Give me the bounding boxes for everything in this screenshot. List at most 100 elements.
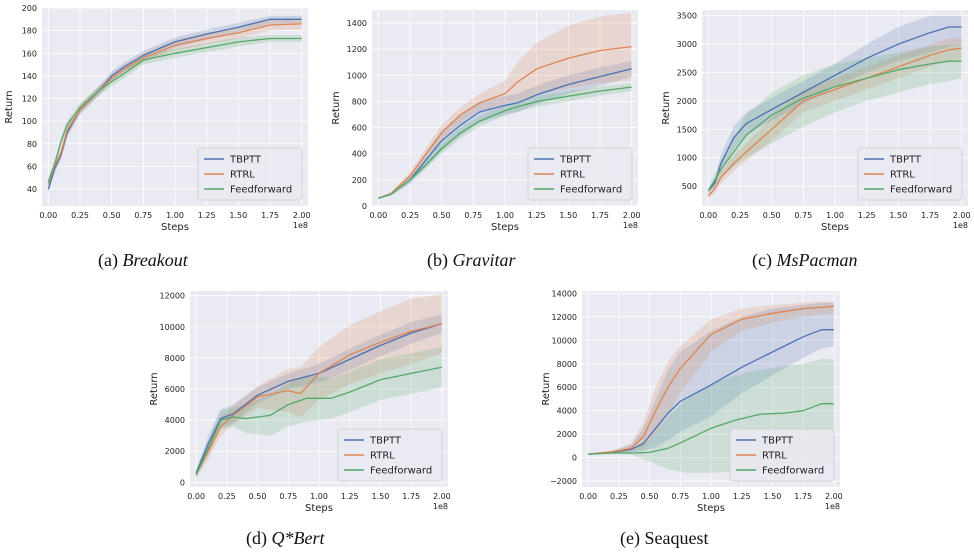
x-tick-label: 1.25 — [528, 211, 546, 220]
y-tick-label: −2000 — [550, 477, 577, 486]
y-tick-label: 3500 — [677, 12, 697, 21]
y-tick-label: 40 — [27, 185, 37, 194]
y-tick-label: 100 — [22, 117, 37, 126]
y-tick-label: 2000 — [557, 430, 577, 439]
chart-c: 0.00 0.25 0.50 0.75 1.00 1.25 1.50 1.75 2.00 500 1… — [661, 10, 971, 233]
x-tick-label: 2.00 — [953, 211, 971, 220]
caption-a-name: Breakout — [122, 250, 188, 270]
y-tick-label: 8000 — [557, 360, 577, 369]
caption-e: (e) Seaquest — [620, 528, 708, 549]
y-tick-label: 1500 — [677, 125, 697, 134]
y-tick-label: 200 — [22, 4, 37, 13]
x-tick-label: 0.50 — [763, 211, 781, 220]
x-multiplier: 1e8 — [623, 221, 638, 230]
line-feedforward — [195, 366, 443, 475]
legend-label-rtrl: RTRL — [370, 451, 395, 462]
x-tick-label: 1.75 — [261, 211, 279, 220]
x-tick-label: 0.25 — [610, 492, 628, 501]
x-tick-label: 1.25 — [341, 492, 359, 501]
band-rtrl — [588, 301, 834, 455]
legend-label-tbptt: TBPTT — [369, 436, 402, 447]
caption-b-prefix: (b) — [427, 250, 448, 270]
y-tick-label: 200 — [352, 176, 367, 185]
x-tick-label: 0.75 — [671, 492, 689, 501]
chart-a: 0.00 0.25 0.50 0.75 1.00 1.25 1.50 1.75 2.00 40 60… — [4, 4, 311, 233]
legend-label-rtrl: RTRL — [230, 170, 255, 181]
band-feedforward — [378, 83, 632, 199]
x-axis-label: Steps — [697, 503, 725, 514]
x-tick-label: 0.50 — [103, 211, 121, 220]
x-tick-label: 1.00 — [496, 211, 514, 220]
band-tbptt — [196, 314, 442, 477]
legend-e: TBPTT RTRL Feedforward — [729, 428, 835, 482]
caption-c-prefix: (c) — [752, 250, 772, 270]
x-tick-label: 0.75 — [134, 211, 152, 220]
chart-d: 0.00 0.25 0.50 0.75 1.00 1.25 1.50 1.75 2.00 0 200… — [149, 291, 451, 514]
x-tick-label: 0.25 — [71, 211, 89, 220]
x-tick-label: 1.50 — [764, 492, 782, 501]
band-rtrl — [378, 12, 632, 199]
y-tick-label: 160 — [22, 49, 37, 58]
caption-a: (a) Breakout — [98, 250, 188, 271]
line-tbptt — [707, 26, 962, 192]
y-tick-label: 12000 — [552, 313, 577, 322]
legend-label-rtrl: RTRL — [560, 170, 585, 181]
x-tick-label: 1.00 — [310, 492, 328, 501]
line-rtrl — [195, 323, 443, 475]
x-tick-label: 1.50 — [372, 492, 390, 501]
y-tick-label: 4000 — [165, 416, 185, 425]
legend-label-tbptt: TBPTT — [761, 436, 794, 447]
band-rtrl — [708, 37, 962, 199]
chart-b: 0.00 0.25 0.50 0.75 1.00 1.25 1.50 1.75 2.00 0 200… — [331, 10, 641, 233]
legend-label-rtrl: RTRL — [890, 170, 915, 181]
x-tick-label: 0.50 — [249, 492, 267, 501]
line-rtrl — [47, 23, 302, 184]
x-tick-label: 0.00 — [699, 211, 717, 220]
legend-label-feedforward: Feedforward — [890, 185, 952, 196]
legend-box — [197, 147, 303, 201]
y-tick-label: 1200 — [347, 45, 367, 54]
x-tick-label: 1.75 — [402, 492, 420, 501]
y-tick-label: 500 — [682, 182, 697, 191]
y-axis-label: Return — [4, 90, 15, 123]
caption-d-prefix: (d) — [246, 528, 267, 548]
x-tick-label: 0.00 — [369, 211, 387, 220]
x-tick-label: 0.75 — [279, 492, 297, 501]
line-feedforward — [378, 86, 632, 199]
x-tick-label: 0.75 — [794, 211, 812, 220]
y-tick-label: 120 — [22, 95, 37, 104]
x-tick-label: 1.50 — [889, 211, 907, 220]
y-tick-label: 6000 — [165, 385, 185, 394]
y-tick-label: 0 — [362, 202, 367, 211]
y-tick-label: 180 — [22, 27, 37, 36]
x-tick-label: 1.25 — [733, 492, 751, 501]
caption-e-prefix: (e) — [620, 528, 640, 548]
line-feedforward — [47, 37, 302, 183]
legend-label-feedforward: Feedforward — [762, 466, 824, 477]
y-tick-label: 1400 — [347, 19, 367, 28]
line-feedforward — [707, 60, 962, 192]
x-tick-label: 1.00 — [702, 492, 720, 501]
x-tick-label: 1.75 — [591, 211, 609, 220]
caption-d-name: Q*Bert — [271, 528, 325, 548]
x-tick-label: 1.50 — [229, 211, 247, 220]
legend-label-rtrl: RTRL — [762, 451, 787, 462]
caption-a-prefix: (a) — [98, 250, 118, 270]
y-tick-label: 14000 — [552, 289, 577, 298]
x-tick-label: 0.50 — [641, 492, 659, 501]
y-tick-label: 8000 — [165, 354, 185, 363]
x-tick-label: 2.00 — [623, 211, 641, 220]
y-axis-label: Return — [661, 91, 672, 124]
line-feedforward — [588, 403, 834, 455]
band-tbptt — [588, 302, 834, 455]
caption-d: (d) Q*Bert — [246, 528, 325, 549]
y-tick-label: 2000 — [677, 97, 697, 106]
y-tick-label: 4000 — [557, 407, 577, 416]
x-tick-label: 1.00 — [166, 211, 184, 220]
x-axis-label: Steps — [161, 222, 189, 233]
y-tick-label: 0 — [572, 454, 577, 463]
y-tick-label: 140 — [22, 72, 37, 81]
legend-box — [729, 428, 835, 482]
legend-label-tbptt: TBPTT — [889, 155, 922, 166]
